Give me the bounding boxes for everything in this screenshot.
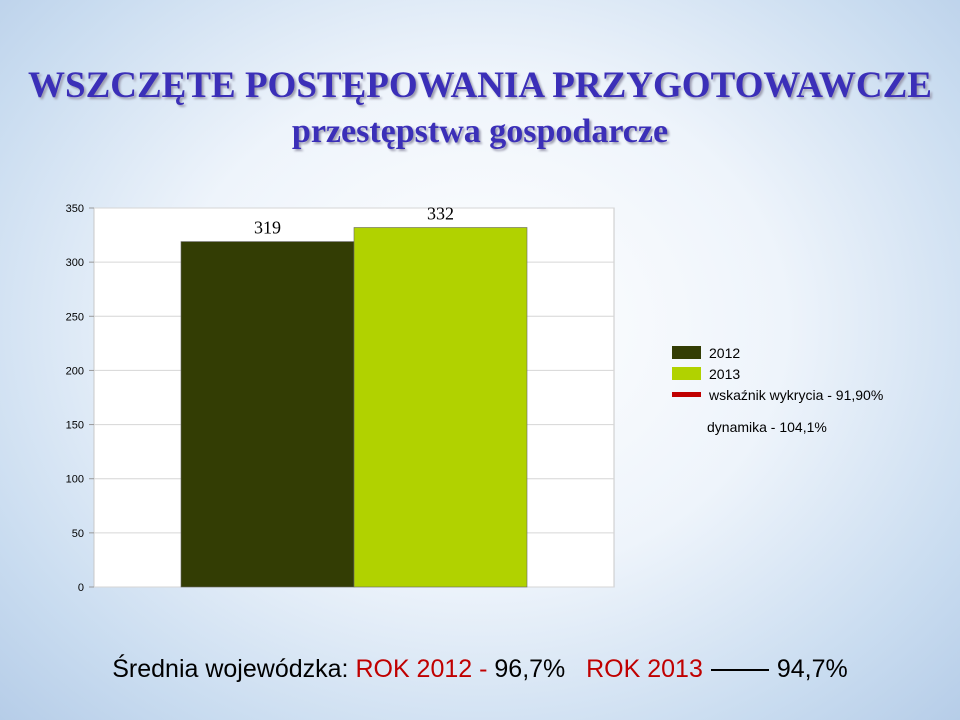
y-tick-label-50: 50 [72, 528, 84, 540]
legend-swatch-2012 [672, 346, 701, 359]
y-tick-label-150: 150 [66, 420, 84, 432]
y-tick-label-100: 100 [66, 474, 84, 486]
footer-rok2012-label: ROK 2012 - [355, 655, 495, 683]
legend-label-2012: 2012 [709, 344, 741, 361]
footer-dash [710, 669, 769, 672]
legend-item-2012: 2012 [672, 342, 883, 363]
footer-average: Średnia wojewódzka: ROK 2012 - 96,7% ROK… [0, 655, 960, 684]
data-label-2013: 332 [427, 203, 454, 223]
legend-item-indicator: wskaźnik wykrycia - 91,90% [672, 384, 883, 405]
footer-rok2012-value: 96,7% [494, 655, 566, 683]
legend-label-indicator: wskaźnik wykrycia - 91,90% [709, 386, 884, 403]
chart-subtitle: przestępstwa gospodarcze [291, 113, 669, 150]
footer-rok2013-label: ROK 2013 [586, 655, 703, 683]
y-tick-label-350: 350 [66, 203, 84, 215]
legend-swatch-indicator [672, 392, 701, 397]
legend-item-2013: 2013 [672, 363, 883, 384]
legend-label-2013: 2013 [709, 365, 741, 382]
chart-title: WSZCZĘTE POSTĘPOWANIA PRZYGOTOWAWCZE [28, 65, 932, 106]
footer-prefix: Średnia wojewódzka: [112, 655, 356, 683]
legend: 2012 2013 wskaźnik wykrycia - 91,90% dyn… [672, 342, 883, 435]
bar-2012 [180, 241, 355, 588]
y-tick-label-250: 250 [66, 311, 84, 323]
y-tick-label-0: 0 [78, 582, 84, 594]
legend-swatch-2013 [672, 367, 701, 380]
footer-rok2013-value: 94,7% [776, 655, 848, 683]
y-tick-label-200: 200 [66, 365, 84, 377]
y-tick-label-300: 300 [66, 257, 84, 269]
data-label-2012: 319 [254, 218, 281, 238]
bar-2013 [353, 227, 528, 588]
dynamics-annotation: dynamika - 104,1% [707, 419, 827, 435]
